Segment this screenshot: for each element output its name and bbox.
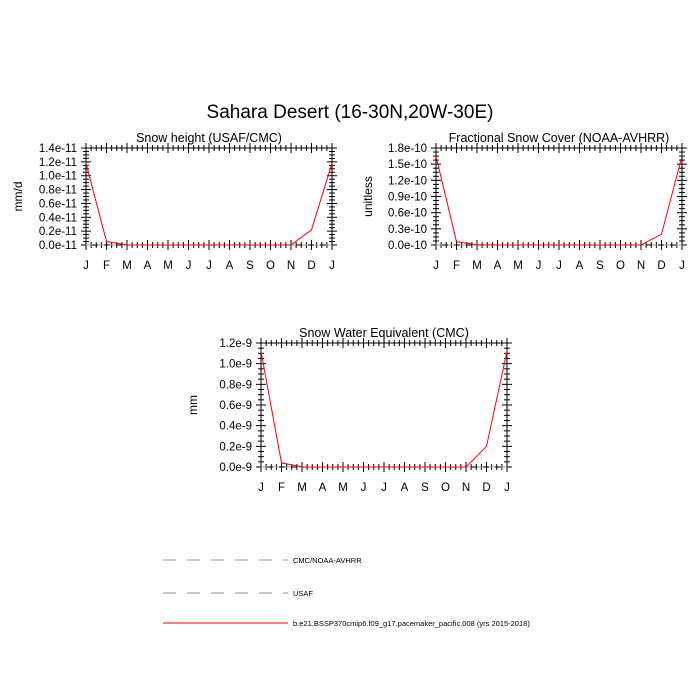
- y-tick-label: 1.0e-11: [39, 171, 77, 183]
- y-tick-label: 0.4e-9: [219, 421, 252, 433]
- x-tick-label: M: [472, 260, 482, 272]
- y-tick-label: 1.2e-11: [39, 157, 77, 169]
- y-tick-label: 0.2e-11: [39, 226, 77, 238]
- x-tick-label: O: [266, 260, 275, 272]
- x-tick-label: D: [657, 260, 665, 272]
- y-tick-label: 0.2e-9: [219, 441, 252, 453]
- x-tick-label: J: [556, 260, 562, 272]
- chart-title: Fractional Snow Cover (NOAA-AVHRR): [449, 131, 670, 145]
- x-tick-label: J: [206, 260, 212, 272]
- legend-item: CMC/NOAA-AVHRR: [163, 556, 362, 565]
- chart-panel-2: Fractional Snow Cover (NOAA-AVHRR) unitle…: [361, 131, 687, 272]
- x-tick-label: M: [122, 260, 132, 272]
- x-tick-label: N: [287, 260, 295, 272]
- x-tick-label: J: [679, 260, 685, 272]
- x-tick-label: S: [421, 482, 429, 494]
- series-line: [435, 155, 683, 246]
- x-tick-label: J: [329, 260, 335, 272]
- chart-panels: Snow height (USAF/CMC) mm/d 0.0e-11 0.2e-11…: [11, 131, 687, 494]
- x-tick-label: A: [576, 260, 584, 272]
- x-tick-label: M: [513, 260, 523, 272]
- y-axis-label: mm: [186, 395, 200, 415]
- x-tick-label: M: [163, 260, 173, 272]
- y-axis-label: unitless: [361, 176, 375, 217]
- plot-frame: [435, 147, 683, 246]
- chart-panel-3: Snow Water Equivalent (CMC) mm 0.0e-9 0.2e-…: [186, 326, 512, 494]
- x-tick-label: J: [83, 260, 89, 272]
- y-tick-label: 0.0e-11: [39, 240, 77, 252]
- y-tick-label: 1.8e-10: [388, 143, 427, 155]
- x-tick-label: J: [258, 482, 264, 494]
- x-tick-label: A: [319, 482, 327, 494]
- x-tick-label: D: [482, 482, 490, 494]
- x-tick-label: S: [596, 260, 604, 272]
- x-tick-label: O: [616, 260, 625, 272]
- series-line: [85, 163, 333, 246]
- x-tick-label: J: [504, 482, 510, 494]
- y-tick-label: 0.0e-9: [219, 462, 252, 474]
- legend: CMC/NOAA-AVHRR USAF b.e21.BSSP370cmip6.f09…: [163, 556, 530, 628]
- x-tick-label: D: [307, 260, 315, 272]
- x-tick-label: A: [226, 260, 234, 272]
- x-tick-label: M: [297, 482, 307, 494]
- series-line: [260, 351, 508, 468]
- y-tick-label: 0.9e-10: [388, 192, 427, 204]
- y-tick-label: 0.3e-10: [388, 224, 427, 236]
- x-tick-label: A: [144, 260, 152, 272]
- x-tick-label: A: [401, 482, 409, 494]
- y-tick-label: 1.2e-10: [388, 175, 427, 187]
- y-tick-label: 1.4e-11: [39, 143, 77, 155]
- x-tick-label: F: [453, 260, 460, 272]
- y-tick-label: 0.6e-10: [388, 208, 427, 220]
- y-tick-label: 0.4e-11: [39, 212, 77, 224]
- x-tick-label: A: [494, 260, 502, 272]
- y-axis-label: mm/d: [11, 182, 25, 212]
- legend-label: USAF: [293, 589, 313, 598]
- x-tick-label: J: [361, 482, 367, 494]
- x-tick-label: N: [462, 482, 470, 494]
- x-tick-label: J: [433, 260, 439, 272]
- y-tick-label: 0.0e-10: [388, 240, 427, 252]
- chart-title: Snow height (USAF/CMC): [136, 131, 282, 145]
- y-tick-label: 1.5e-10: [388, 159, 427, 171]
- legend-item: b.e21.BSSP370cmip6.f09_g17.pacemaker_pac…: [163, 619, 530, 628]
- legend-label: CMC/NOAA-AVHRR: [293, 556, 362, 565]
- x-tick-label: M: [338, 482, 348, 494]
- y-tick-label: 0.6e-9: [219, 400, 252, 412]
- plot-frame: [85, 147, 333, 246]
- x-tick-label: F: [103, 260, 110, 272]
- x-tick-label: S: [246, 260, 254, 272]
- figure-title: Sahara Desert (16-30N,20W-30E): [207, 102, 494, 123]
- x-tick-label: N: [637, 260, 645, 272]
- x-tick-label: O: [441, 482, 450, 494]
- y-tick-label: 0.8e-9: [219, 379, 252, 391]
- y-tick-label: 0.6e-11: [39, 198, 77, 210]
- chart-title: Snow Water Equivalent (CMC): [299, 326, 469, 340]
- y-tick-label: 1.0e-9: [219, 359, 252, 371]
- y-tick-label: 0.8e-11: [39, 185, 77, 197]
- y-tick-label: 1.2e-9: [219, 338, 252, 350]
- x-tick-label: J: [186, 260, 192, 272]
- legend-item: USAF: [163, 589, 313, 598]
- legend-label: b.e21.BSSP370cmip6.f09_g17.pacemaker_pac…: [293, 619, 530, 628]
- x-tick-label: F: [278, 482, 285, 494]
- x-tick-label: J: [381, 482, 387, 494]
- plot-frame: [260, 342, 508, 468]
- chart-panel-1: Snow height (USAF/CMC) mm/d 0.0e-11 0.2e-11…: [11, 131, 337, 272]
- x-tick-label: J: [536, 260, 542, 272]
